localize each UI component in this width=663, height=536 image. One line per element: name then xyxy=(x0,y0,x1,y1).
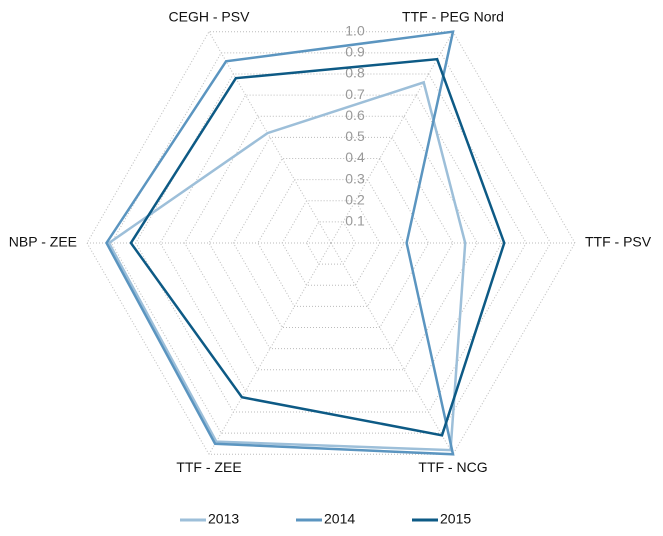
r-tick-label: 0.5 xyxy=(345,128,365,144)
grid-line xyxy=(208,136,454,350)
series-line xyxy=(107,80,467,452)
category-label: TTF - NCG xyxy=(418,459,487,475)
category-label: TTF - PSV xyxy=(585,234,652,250)
grid-line xyxy=(257,179,405,307)
category-label: CEGH - PSV xyxy=(169,8,251,24)
r-tick-label: 0.8 xyxy=(345,65,365,81)
legend-label: 2013 xyxy=(208,511,239,527)
r-tick-label: 1.0 xyxy=(345,22,365,38)
series-line xyxy=(105,30,455,456)
category-label: TTF - PEG Nord xyxy=(402,8,504,24)
category-label: NBP - ZEE xyxy=(9,234,77,250)
legend-label: 2015 xyxy=(440,511,471,527)
category-label: TTF - ZEE xyxy=(176,459,241,475)
r-tick-label: 0.6 xyxy=(345,107,365,123)
r-tick-label: 0.7 xyxy=(345,86,365,102)
r-tick-label: 0.1 xyxy=(345,213,365,229)
r-tick-label: 0.3 xyxy=(345,170,365,186)
r-tick-label: 0.4 xyxy=(345,149,365,165)
legend-label: 2014 xyxy=(324,511,355,527)
r-tick-label: 0.2 xyxy=(345,191,365,207)
series-line xyxy=(129,57,506,437)
r-tick-label: 0.9 xyxy=(345,44,365,60)
grid-line xyxy=(184,115,478,371)
